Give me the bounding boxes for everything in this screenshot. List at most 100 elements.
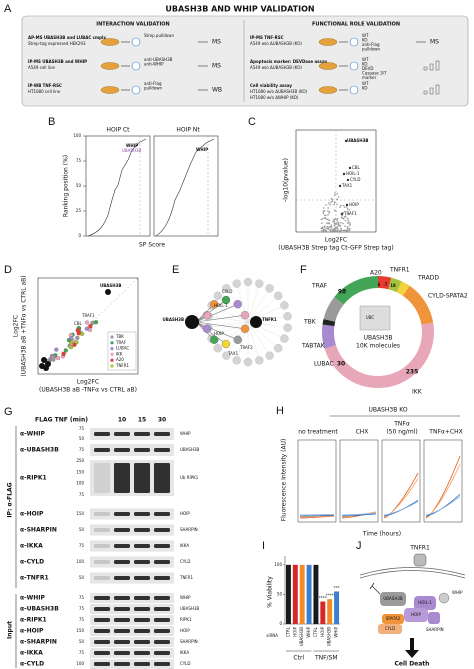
x-axis-label: Log2FC — [325, 237, 347, 244]
bar — [299, 564, 305, 624]
x-axis-label: Log2FC — [77, 379, 99, 386]
point — [344, 219, 347, 222]
node-label: UBASH3B — [383, 596, 403, 601]
curve — [425, 464, 461, 518]
blot-band — [154, 463, 170, 493]
point — [338, 224, 341, 227]
node — [202, 324, 212, 333]
blot-band — [94, 560, 110, 564]
legend-label: TRAF — [115, 340, 127, 345]
blot-band — [154, 528, 170, 532]
mw-marker: 50 — [79, 436, 85, 441]
point — [335, 222, 337, 224]
segment-label: CYLD-SPATA2 — [428, 293, 468, 300]
node-label: SHARPIN — [426, 627, 444, 632]
node — [265, 284, 274, 293]
band-label: TNFR1 — [179, 575, 194, 580]
condition: (50 ng/ml) — [386, 429, 417, 436]
point — [41, 357, 47, 363]
blot-band — [154, 629, 170, 633]
x-tick-label: WHIP — [306, 626, 311, 637]
inhibition — [369, 582, 375, 590]
point — [333, 209, 336, 212]
point — [333, 203, 335, 206]
y-tick-label: 0 — [279, 621, 282, 626]
blot-band — [94, 651, 110, 655]
node — [265, 351, 274, 360]
rank-curve — [87, 138, 147, 237]
point — [347, 221, 350, 223]
icon-label: WT — [362, 81, 369, 86]
blot-band — [94, 640, 110, 644]
band-label: Ub RIPK1 — [180, 475, 199, 480]
band-label: SHARPIN — [180, 527, 198, 532]
point — [328, 226, 331, 228]
donut-segment — [322, 276, 434, 388]
point — [322, 229, 325, 232]
dish-icon — [318, 62, 338, 70]
point — [340, 227, 342, 230]
bar-icon — [429, 63, 434, 71]
y-axis-label: Fluorescence Intensity (AU) — [281, 439, 288, 522]
point — [348, 224, 351, 227]
point — [348, 227, 351, 230]
panel-e: E UBASH3B TNFR1 CYLD TRAF2 TAX1 HOIL-1 H… — [163, 264, 292, 367]
node-label: HOIP — [411, 612, 421, 617]
scatter-cloud — [39, 289, 111, 371]
donut-segment — [322, 276, 434, 388]
segment-label: TNFR1 — [389, 267, 410, 274]
edge — [195, 321, 227, 345]
legend-swatch — [110, 352, 114, 356]
segment-label: TRADD — [417, 275, 439, 282]
blot-strip — [90, 615, 174, 625]
mw-marker: 50 — [79, 527, 85, 532]
outcome: Cell Death — [395, 661, 430, 668]
bar — [306, 564, 312, 624]
protein — [378, 624, 402, 634]
subtitle: HOIP Ct — [106, 127, 130, 134]
point — [347, 229, 349, 232]
donut-segment — [322, 276, 434, 388]
point — [320, 218, 323, 221]
antibody: α-HOIP — [20, 511, 44, 518]
panel-g: G FLAG TNF (min) IP: α-FLAG Input 10 15 30… — [4, 406, 200, 669]
edge — [195, 303, 238, 323]
receptor — [413, 553, 427, 567]
bead-icon — [349, 85, 359, 95]
antibody: α-IKKA — [20, 543, 43, 550]
blot-band — [134, 596, 150, 600]
antibody: α-SHARPIN — [20, 527, 57, 534]
point — [330, 224, 333, 226]
point — [329, 229, 332, 231]
antibody: α-CYLD — [20, 661, 44, 668]
point — [320, 229, 323, 232]
y-axis-label: Log2FC — [13, 315, 20, 337]
condition: TNFα — [393, 421, 410, 428]
point — [340, 216, 343, 219]
point — [322, 217, 324, 220]
node — [240, 311, 250, 320]
annotation: CYLD — [350, 177, 360, 182]
edge — [195, 321, 246, 330]
mw-marker: 75 — [79, 447, 85, 452]
subtitle: HOIP Nt — [176, 127, 200, 134]
blot-band — [114, 544, 130, 548]
blot-strip — [90, 626, 174, 636]
y-tick-label: 50 — [76, 183, 82, 188]
panel-box — [21, 15, 469, 107]
blot-band — [94, 432, 110, 436]
antibody: α-CYLD — [20, 559, 44, 566]
band-label: HOIP — [180, 628, 190, 633]
readout: WB — [212, 87, 222, 94]
point — [336, 198, 338, 201]
icon-label: DEVD — [362, 66, 373, 71]
node — [243, 357, 253, 367]
point — [344, 225, 346, 228]
blot-band — [114, 596, 130, 600]
blot-band — [154, 448, 170, 452]
panel-h: H UBASH3B KO no treatment CHX TNFα (50 n… — [276, 405, 463, 538]
segment-label: A20 — [370, 270, 382, 277]
point — [339, 225, 342, 227]
point — [330, 197, 333, 200]
